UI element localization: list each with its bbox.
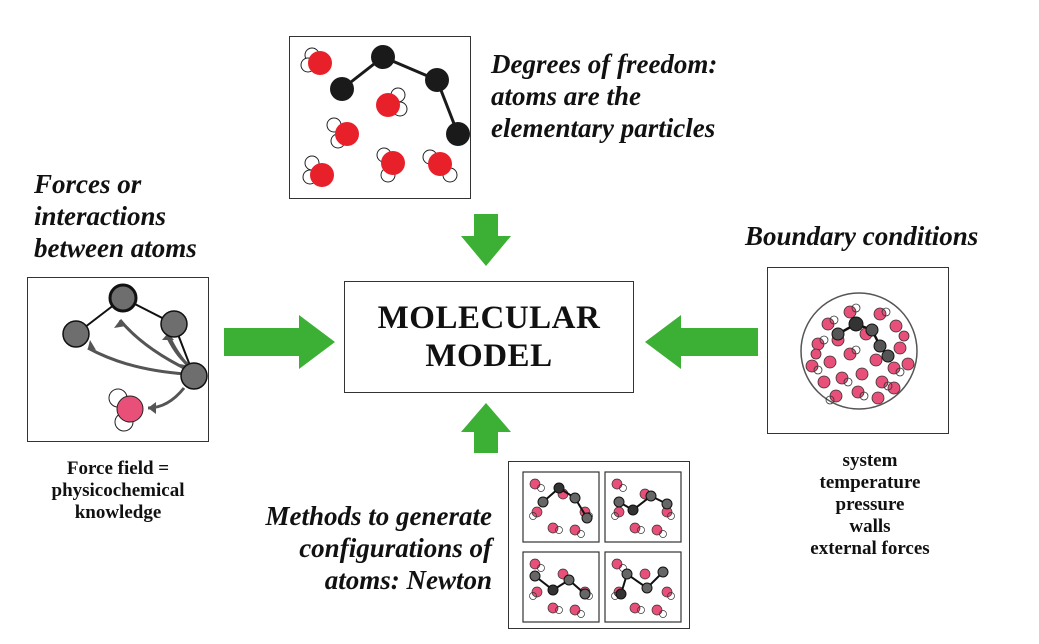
caption-line: between atoms <box>34 233 197 263</box>
config-panel <box>522 471 600 543</box>
caption-line: system <box>842 450 898 471</box>
forces-box <box>27 277 209 442</box>
forces-caption: Forces or interactions between atoms <box>34 168 254 264</box>
arrow-down-icon <box>461 214 511 266</box>
arrow-up-icon <box>461 403 511 453</box>
water-molecules <box>300 47 458 187</box>
boundary-illustration <box>800 292 918 410</box>
caption-line: temperature <box>819 472 921 493</box>
caption-line: atoms are the <box>491 81 642 111</box>
caption-line: elementary particles <box>491 113 716 143</box>
molecular-model-box <box>344 281 634 393</box>
pink-molecules <box>805 305 915 405</box>
caption-line: pressure <box>835 494 905 515</box>
boundary-conditions-box <box>767 267 949 434</box>
methods-caption: Methods to generate configurations of at… <box>200 500 493 596</box>
configurations-illustration <box>522 471 682 623</box>
boundary-conditions-caption: Boundary conditions <box>745 220 1025 252</box>
caption-line: configurations of <box>299 533 492 563</box>
caption-line: atoms: Newton <box>324 565 492 595</box>
caption-line: knowledge <box>74 502 162 523</box>
grey-atoms <box>62 283 208 390</box>
config-panel <box>604 551 682 623</box>
caption-line: interactions <box>34 201 167 231</box>
caption-line: Force field = <box>66 458 170 479</box>
title-line-1: MOLECULAR <box>377 300 601 336</box>
title-line-2: MODEL <box>425 338 553 374</box>
boundary-sub-caption: system temperature pressure walls extern… <box>767 450 973 560</box>
molecular-model-title: MOLECULAR MODEL <box>344 299 634 375</box>
arrow-right-icon <box>224 315 335 369</box>
chain-atoms <box>330 45 470 146</box>
degrees-of-freedom-caption: Degrees of freedom: atoms are the elemen… <box>491 48 791 144</box>
water-molecule <box>108 388 144 432</box>
forces-illustration <box>62 283 208 432</box>
caption-line: Methods to generate <box>265 501 493 531</box>
caption-line: Degrees of freedom: <box>491 49 718 79</box>
caption-line: walls <box>849 516 891 537</box>
caption-line: Boundary conditions <box>745 221 979 251</box>
degrees-of-freedom-illustration <box>300 45 470 187</box>
caption-line: external forces <box>810 538 930 559</box>
caption-line: physicochemical <box>51 480 185 501</box>
degrees-of-freedom-box <box>289 36 471 199</box>
config-panel <box>604 471 682 543</box>
chain-bonds <box>341 55 460 135</box>
methods-box <box>508 461 690 629</box>
force-field-caption: Force field = physicochemical knowledge <box>27 458 209 524</box>
caption-line: Forces or <box>34 169 142 199</box>
arrow-left-icon <box>645 315 758 369</box>
config-panel <box>522 551 600 623</box>
